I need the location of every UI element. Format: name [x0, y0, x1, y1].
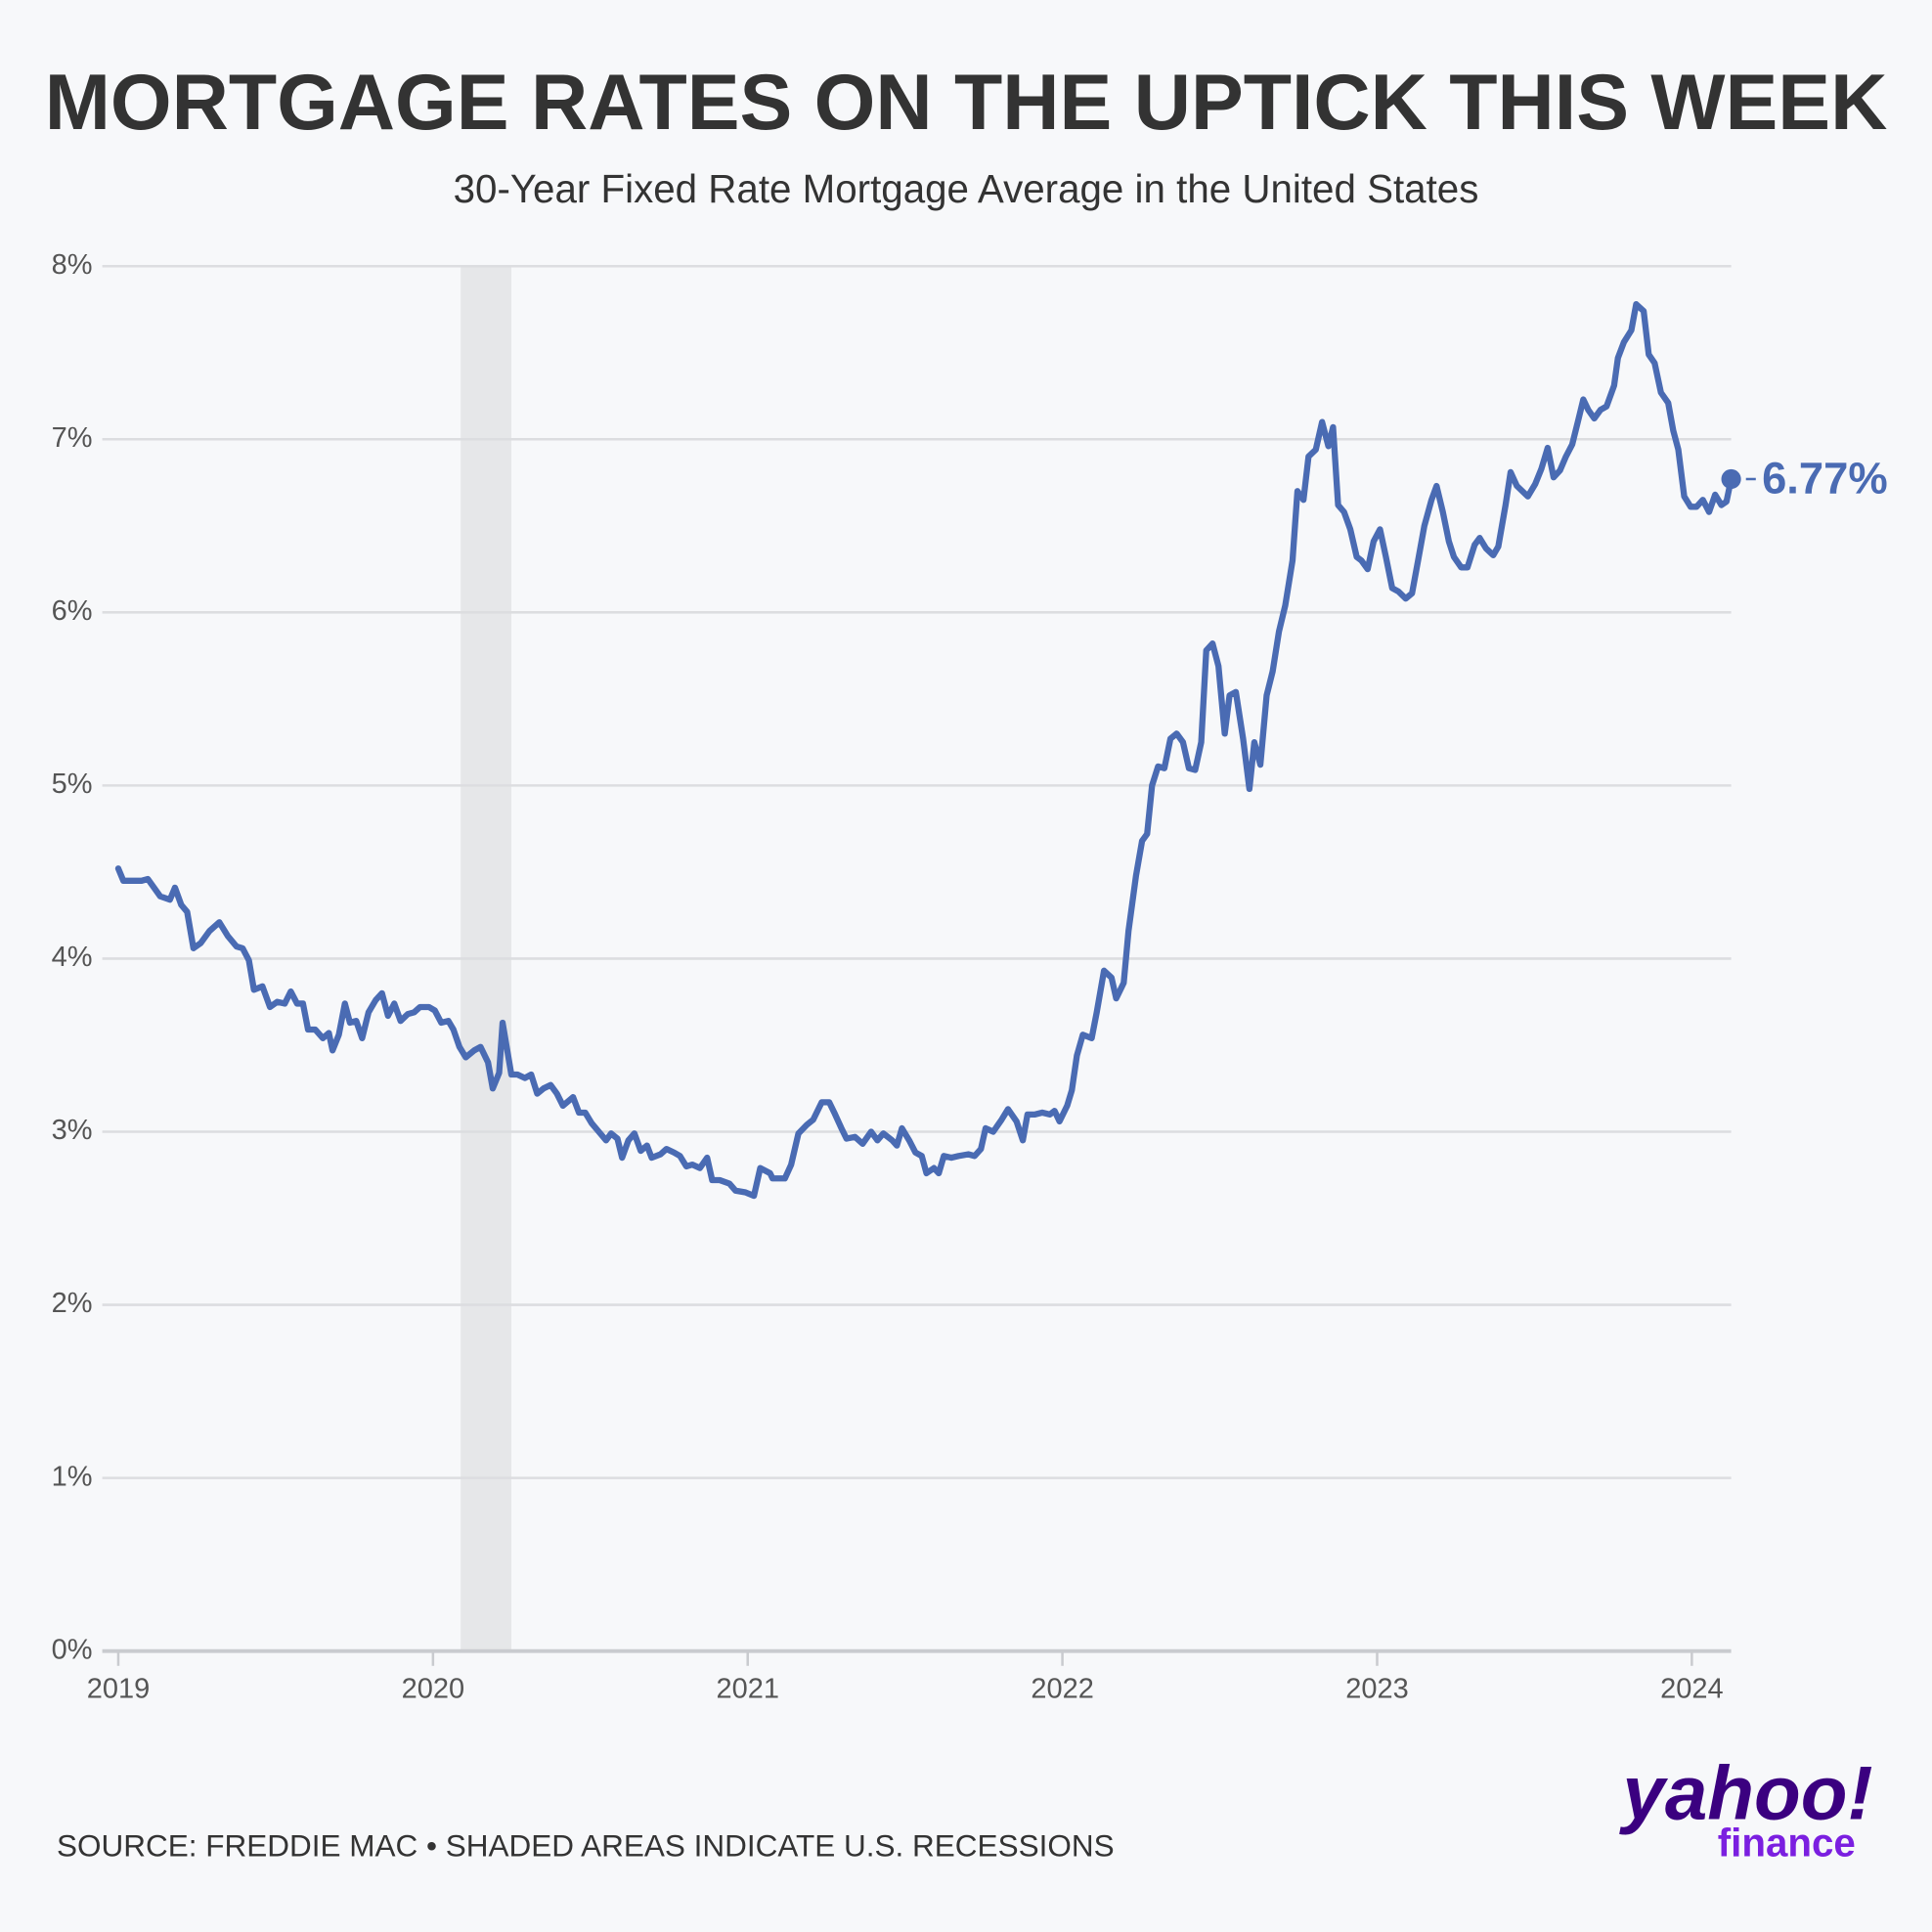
y-tick-label: 5% [52, 768, 93, 800]
y-tick-label: 6% [52, 595, 93, 627]
logo-product: finance [1718, 1820, 1856, 1865]
x-tick-label: 2019 [87, 1674, 150, 1705]
chart-subtitle: 30-Year Fixed Rate Mortgage Average in t… [454, 166, 1479, 211]
y-tick-label: 3% [52, 1115, 93, 1146]
chart-title: MORTGAGE RATES ON THE UPTICK THIS WEEK [45, 59, 1888, 147]
x-tick-label: 2022 [1031, 1674, 1093, 1705]
y-tick-label: 4% [52, 942, 93, 973]
y-tick-label: 7% [52, 422, 93, 454]
logo-brand: yahoo! [1618, 1750, 1872, 1836]
y-tick-label: 8% [52, 249, 93, 281]
x-tick-label: 2021 [717, 1674, 779, 1705]
y-tick-label: 2% [52, 1288, 93, 1319]
y-tick-label: 1% [52, 1461, 93, 1492]
rate-line [114, 300, 1734, 1200]
x-tick-label: 2023 [1345, 1674, 1408, 1705]
plot-area: 0% 1% 2% 3% 4% 5% 6% 7% 8% 2019 2020 2021 2022 2023 20… [52, 249, 1888, 1705]
source-note: SOURCE: FREDDIE MAC • SHADED AREAS INDIC… [57, 1828, 1115, 1864]
x-tick-label: 2020 [402, 1674, 464, 1705]
end-label: 6.77% [1762, 453, 1888, 503]
x-tick-label: 2024 [1660, 1674, 1723, 1705]
end-point [1721, 468, 1741, 490]
y-tick-label: 0% [52, 1634, 93, 1665]
